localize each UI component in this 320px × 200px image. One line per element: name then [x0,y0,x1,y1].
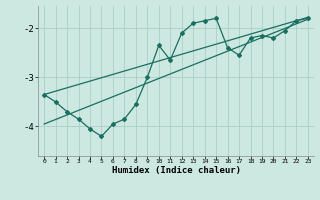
X-axis label: Humidex (Indice chaleur): Humidex (Indice chaleur) [111,166,241,175]
